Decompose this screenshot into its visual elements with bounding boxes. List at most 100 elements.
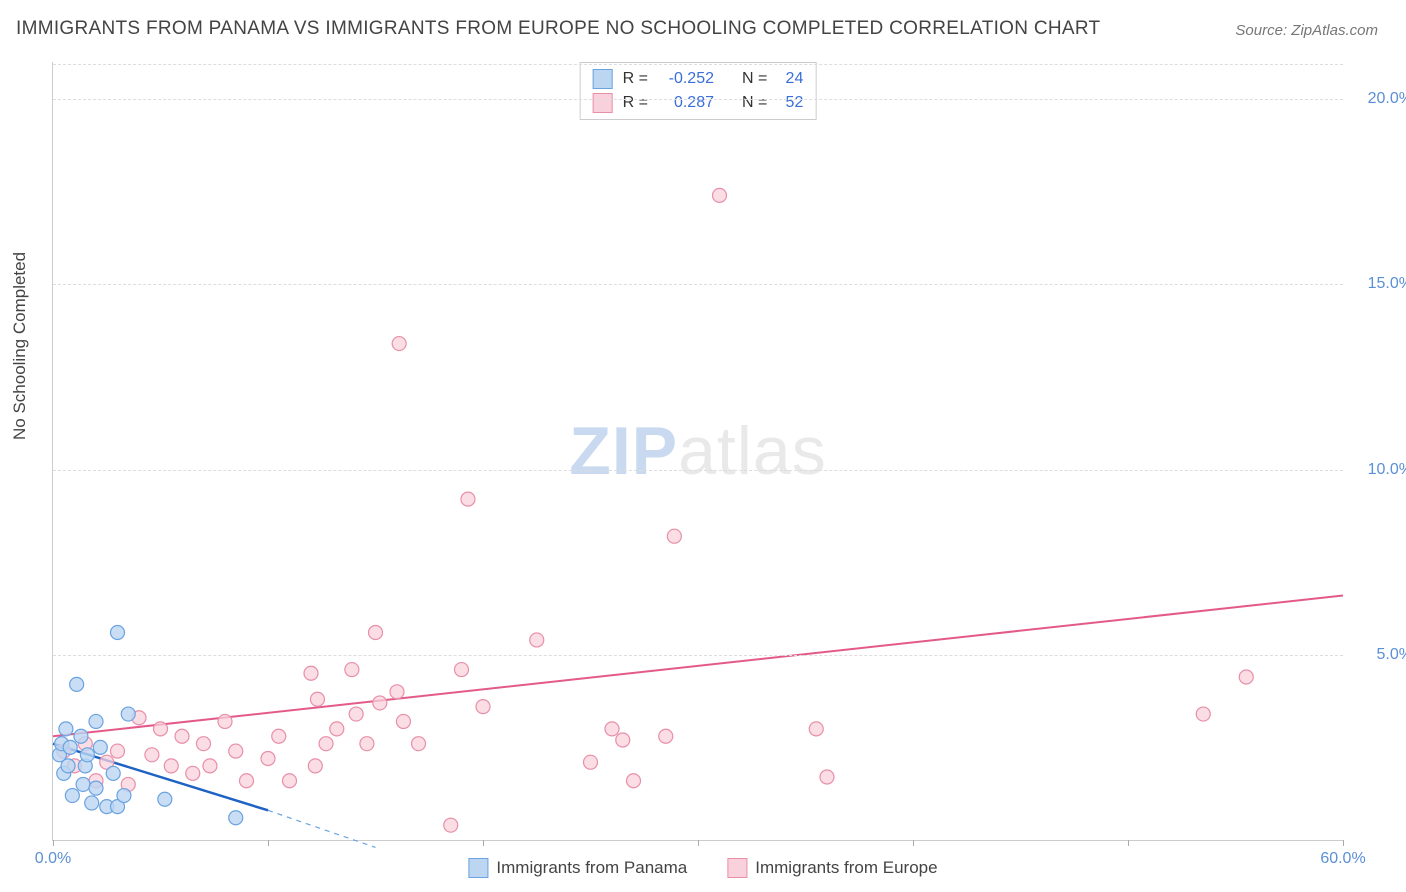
point-panama xyxy=(106,766,120,780)
point-europe xyxy=(809,722,823,736)
series-legend: Immigrants from Panama Immigrants from E… xyxy=(468,858,937,878)
r-label-panama: R = xyxy=(623,70,648,88)
grid-line xyxy=(53,284,1343,285)
point-europe xyxy=(455,663,469,677)
point-europe xyxy=(1196,707,1210,721)
x-tick xyxy=(1343,840,1344,846)
grid-line xyxy=(53,655,1343,656)
r-value-panama: -0.252 xyxy=(658,70,714,88)
point-europe xyxy=(461,492,475,506)
point-panama xyxy=(93,740,107,754)
point-europe xyxy=(283,774,297,788)
point-europe xyxy=(111,744,125,758)
point-europe xyxy=(1239,670,1253,684)
point-panama xyxy=(63,740,77,754)
point-panama xyxy=(65,789,79,803)
point-europe xyxy=(627,774,641,788)
point-europe xyxy=(396,714,410,728)
point-europe xyxy=(304,666,318,680)
x-tick xyxy=(913,840,914,846)
x-tick xyxy=(483,840,484,846)
swatch-panama-bottom xyxy=(468,858,488,878)
y-tick-label: 5.0% xyxy=(1353,646,1406,664)
x-tick xyxy=(268,840,269,846)
point-europe xyxy=(373,696,387,710)
point-panama xyxy=(70,677,84,691)
source-value: ZipAtlas.com xyxy=(1291,22,1378,39)
point-panama xyxy=(229,811,243,825)
point-panama xyxy=(89,714,103,728)
point-europe xyxy=(229,744,243,758)
point-europe xyxy=(444,818,458,832)
r-value-europe: 0.287 xyxy=(658,94,714,112)
point-panama xyxy=(158,792,172,806)
legend-item-europe: Immigrants from Europe xyxy=(727,858,937,878)
point-panama xyxy=(85,796,99,810)
point-europe xyxy=(203,759,217,773)
n-value-europe: 52 xyxy=(777,94,803,112)
point-europe xyxy=(319,737,333,751)
point-europe xyxy=(412,737,426,751)
x-tick-label-end: 60.0% xyxy=(1320,850,1365,868)
x-tick xyxy=(53,840,54,846)
point-europe xyxy=(197,737,211,751)
point-panama xyxy=(61,759,75,773)
legend-label-europe: Immigrants from Europe xyxy=(755,858,937,878)
grid-line xyxy=(53,64,1343,65)
point-europe xyxy=(145,748,159,762)
point-europe xyxy=(218,714,232,728)
source-prefix: Source: xyxy=(1235,22,1291,39)
point-europe xyxy=(713,188,727,202)
point-europe xyxy=(667,529,681,543)
chart-title: IMMIGRANTS FROM PANAMA VS IMMIGRANTS FRO… xyxy=(16,18,1100,40)
point-panama xyxy=(59,722,73,736)
legend-item-panama: Immigrants from Panama xyxy=(468,858,687,878)
source-label: Source: ZipAtlas.com xyxy=(1235,22,1378,39)
y-tick-label: 20.0% xyxy=(1353,90,1406,108)
legend-label-panama: Immigrants from Panama xyxy=(496,858,687,878)
swatch-europe xyxy=(593,93,613,113)
point-europe xyxy=(186,766,200,780)
point-panama xyxy=(74,729,88,743)
point-europe xyxy=(605,722,619,736)
point-europe xyxy=(390,685,404,699)
point-panama xyxy=(121,707,135,721)
x-tick-label-start: 0.0% xyxy=(35,850,71,868)
swatch-europe-bottom xyxy=(727,858,747,878)
n-value-panama: 24 xyxy=(777,70,803,88)
trend-line-panama-dash xyxy=(268,810,376,847)
point-panama xyxy=(117,789,131,803)
swatch-panama xyxy=(593,69,613,89)
point-europe xyxy=(584,755,598,769)
point-europe xyxy=(369,626,383,640)
point-panama xyxy=(76,777,90,791)
scatter-svg xyxy=(53,62,1343,840)
point-europe xyxy=(392,337,406,351)
grid-line xyxy=(53,99,1343,100)
legend-row-panama: R = -0.252 N = 24 xyxy=(593,67,804,91)
point-europe xyxy=(616,733,630,747)
x-tick xyxy=(698,840,699,846)
legend-row-europe: R = 0.287 N = 52 xyxy=(593,91,804,115)
x-tick xyxy=(1128,840,1129,846)
trend-line-europe xyxy=(53,595,1343,736)
n-label-europe: N = xyxy=(742,94,767,112)
y-axis-label: No Schooling Completed xyxy=(10,252,30,440)
plot-area: ZIPatlas R = -0.252 N = 24 R = 0.287 N =… xyxy=(52,62,1343,841)
point-europe xyxy=(175,729,189,743)
point-europe xyxy=(349,707,363,721)
point-europe xyxy=(154,722,168,736)
point-europe xyxy=(272,729,286,743)
point-europe xyxy=(261,751,275,765)
point-panama xyxy=(111,626,125,640)
point-europe xyxy=(476,700,490,714)
point-europe xyxy=(310,692,324,706)
point-europe xyxy=(330,722,344,736)
point-europe xyxy=(360,737,374,751)
point-panama xyxy=(80,748,94,762)
y-tick-label: 10.0% xyxy=(1353,461,1406,479)
point-europe xyxy=(345,663,359,677)
r-label-europe: R = xyxy=(623,94,648,112)
point-europe xyxy=(659,729,673,743)
correlation-legend: R = -0.252 N = 24 R = 0.287 N = 52 xyxy=(580,62,817,120)
